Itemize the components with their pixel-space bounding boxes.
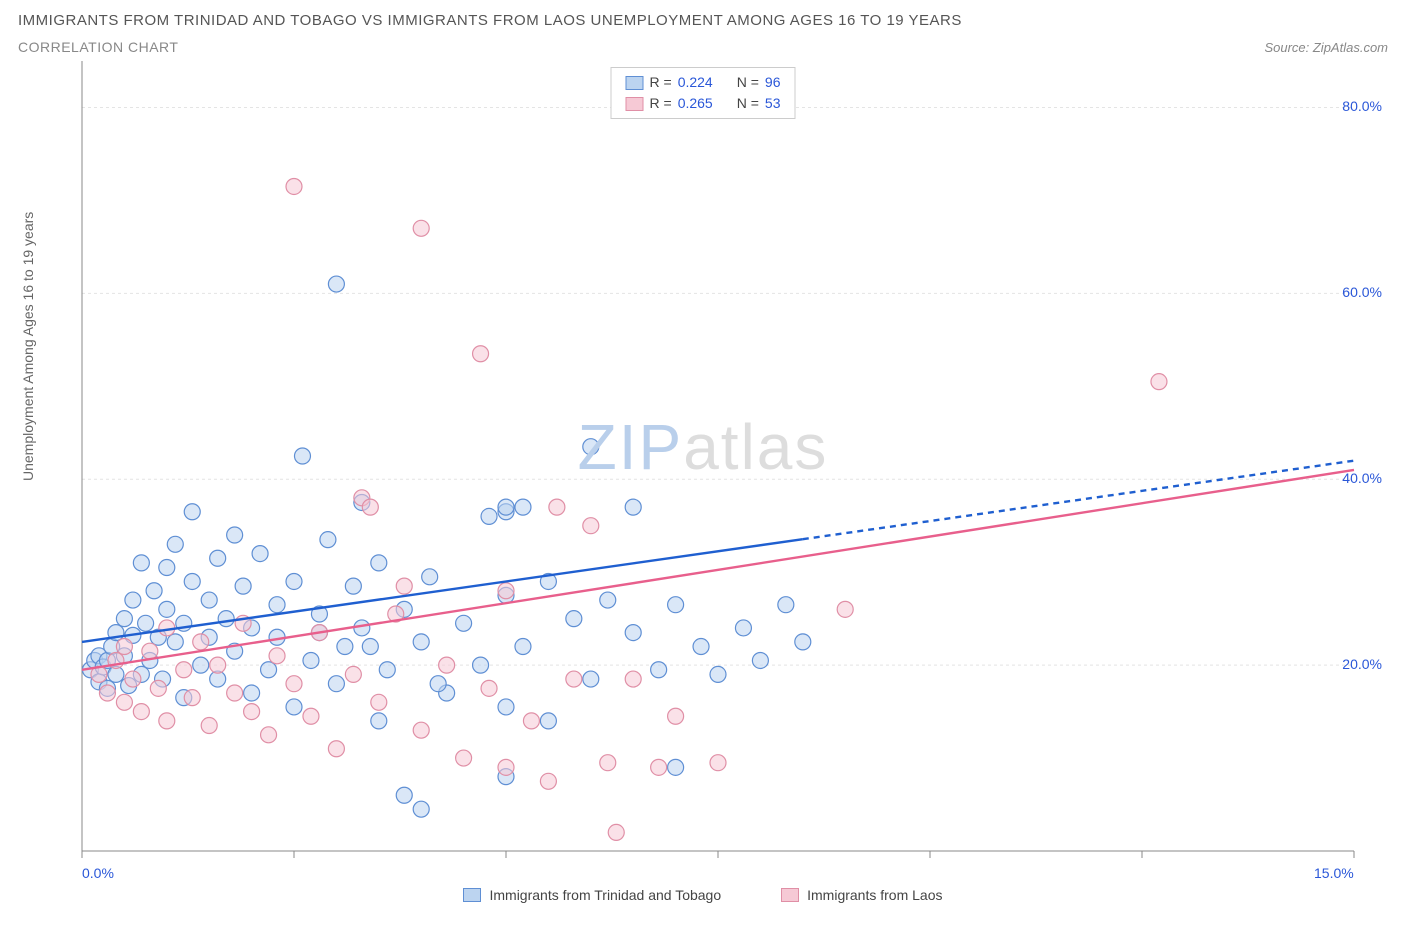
chart-container: Unemployment Among Ages 16 to 19 years Z… [18, 61, 1388, 901]
stats-legend-box: R = 0.224 N = 96 R = 0.265 N = 53 [611, 67, 796, 119]
legend-swatch-icon [626, 76, 644, 90]
bottom-legend-item-laos: Immigrants from Laos [781, 887, 942, 903]
y-axis-label: Unemployment Among Ages 16 to 19 years [20, 212, 36, 481]
legend-row-laos: R = 0.265 N = 53 [626, 93, 781, 114]
n-label: N = [737, 72, 759, 93]
source-label: Source: ZipAtlas.com [1264, 40, 1388, 55]
legend-label: Immigrants from Trinidad and Tobago [489, 887, 721, 903]
legend-label: Immigrants from Laos [807, 887, 942, 903]
legend-swatch-icon [463, 888, 481, 902]
legend-swatch-icon [781, 888, 799, 902]
legend-row-trinidad: R = 0.224 N = 96 [626, 72, 781, 93]
y-tick-label: 60.0% [1342, 284, 1382, 300]
x-tick-label: 0.0% [82, 865, 114, 881]
legend-swatch-icon [626, 97, 644, 111]
chart-subtitle: CORRELATION CHART [18, 39, 178, 55]
x-tick-label: 15.0% [1314, 865, 1354, 881]
n-label: N = [737, 93, 759, 114]
n-value: 96 [765, 72, 781, 93]
y-tick-label: 40.0% [1342, 470, 1382, 486]
scatter-chart [18, 61, 1388, 901]
r-value: 0.265 [678, 93, 713, 114]
y-tick-label: 20.0% [1342, 656, 1382, 672]
bottom-legend-item-trinidad: Immigrants from Trinidad and Tobago [463, 887, 721, 903]
chart-title: IMMIGRANTS FROM TRINIDAD AND TOBAGO VS I… [18, 12, 1388, 29]
r-label: R = [650, 93, 672, 114]
r-label: R = [650, 72, 672, 93]
n-value: 53 [765, 93, 781, 114]
y-tick-label: 80.0% [1342, 98, 1382, 114]
subtitle-row: CORRELATION CHART Source: ZipAtlas.com [18, 39, 1388, 55]
bottom-legend: Immigrants from Trinidad and Tobago Immig… [18, 887, 1388, 903]
r-value: 0.224 [678, 72, 713, 93]
